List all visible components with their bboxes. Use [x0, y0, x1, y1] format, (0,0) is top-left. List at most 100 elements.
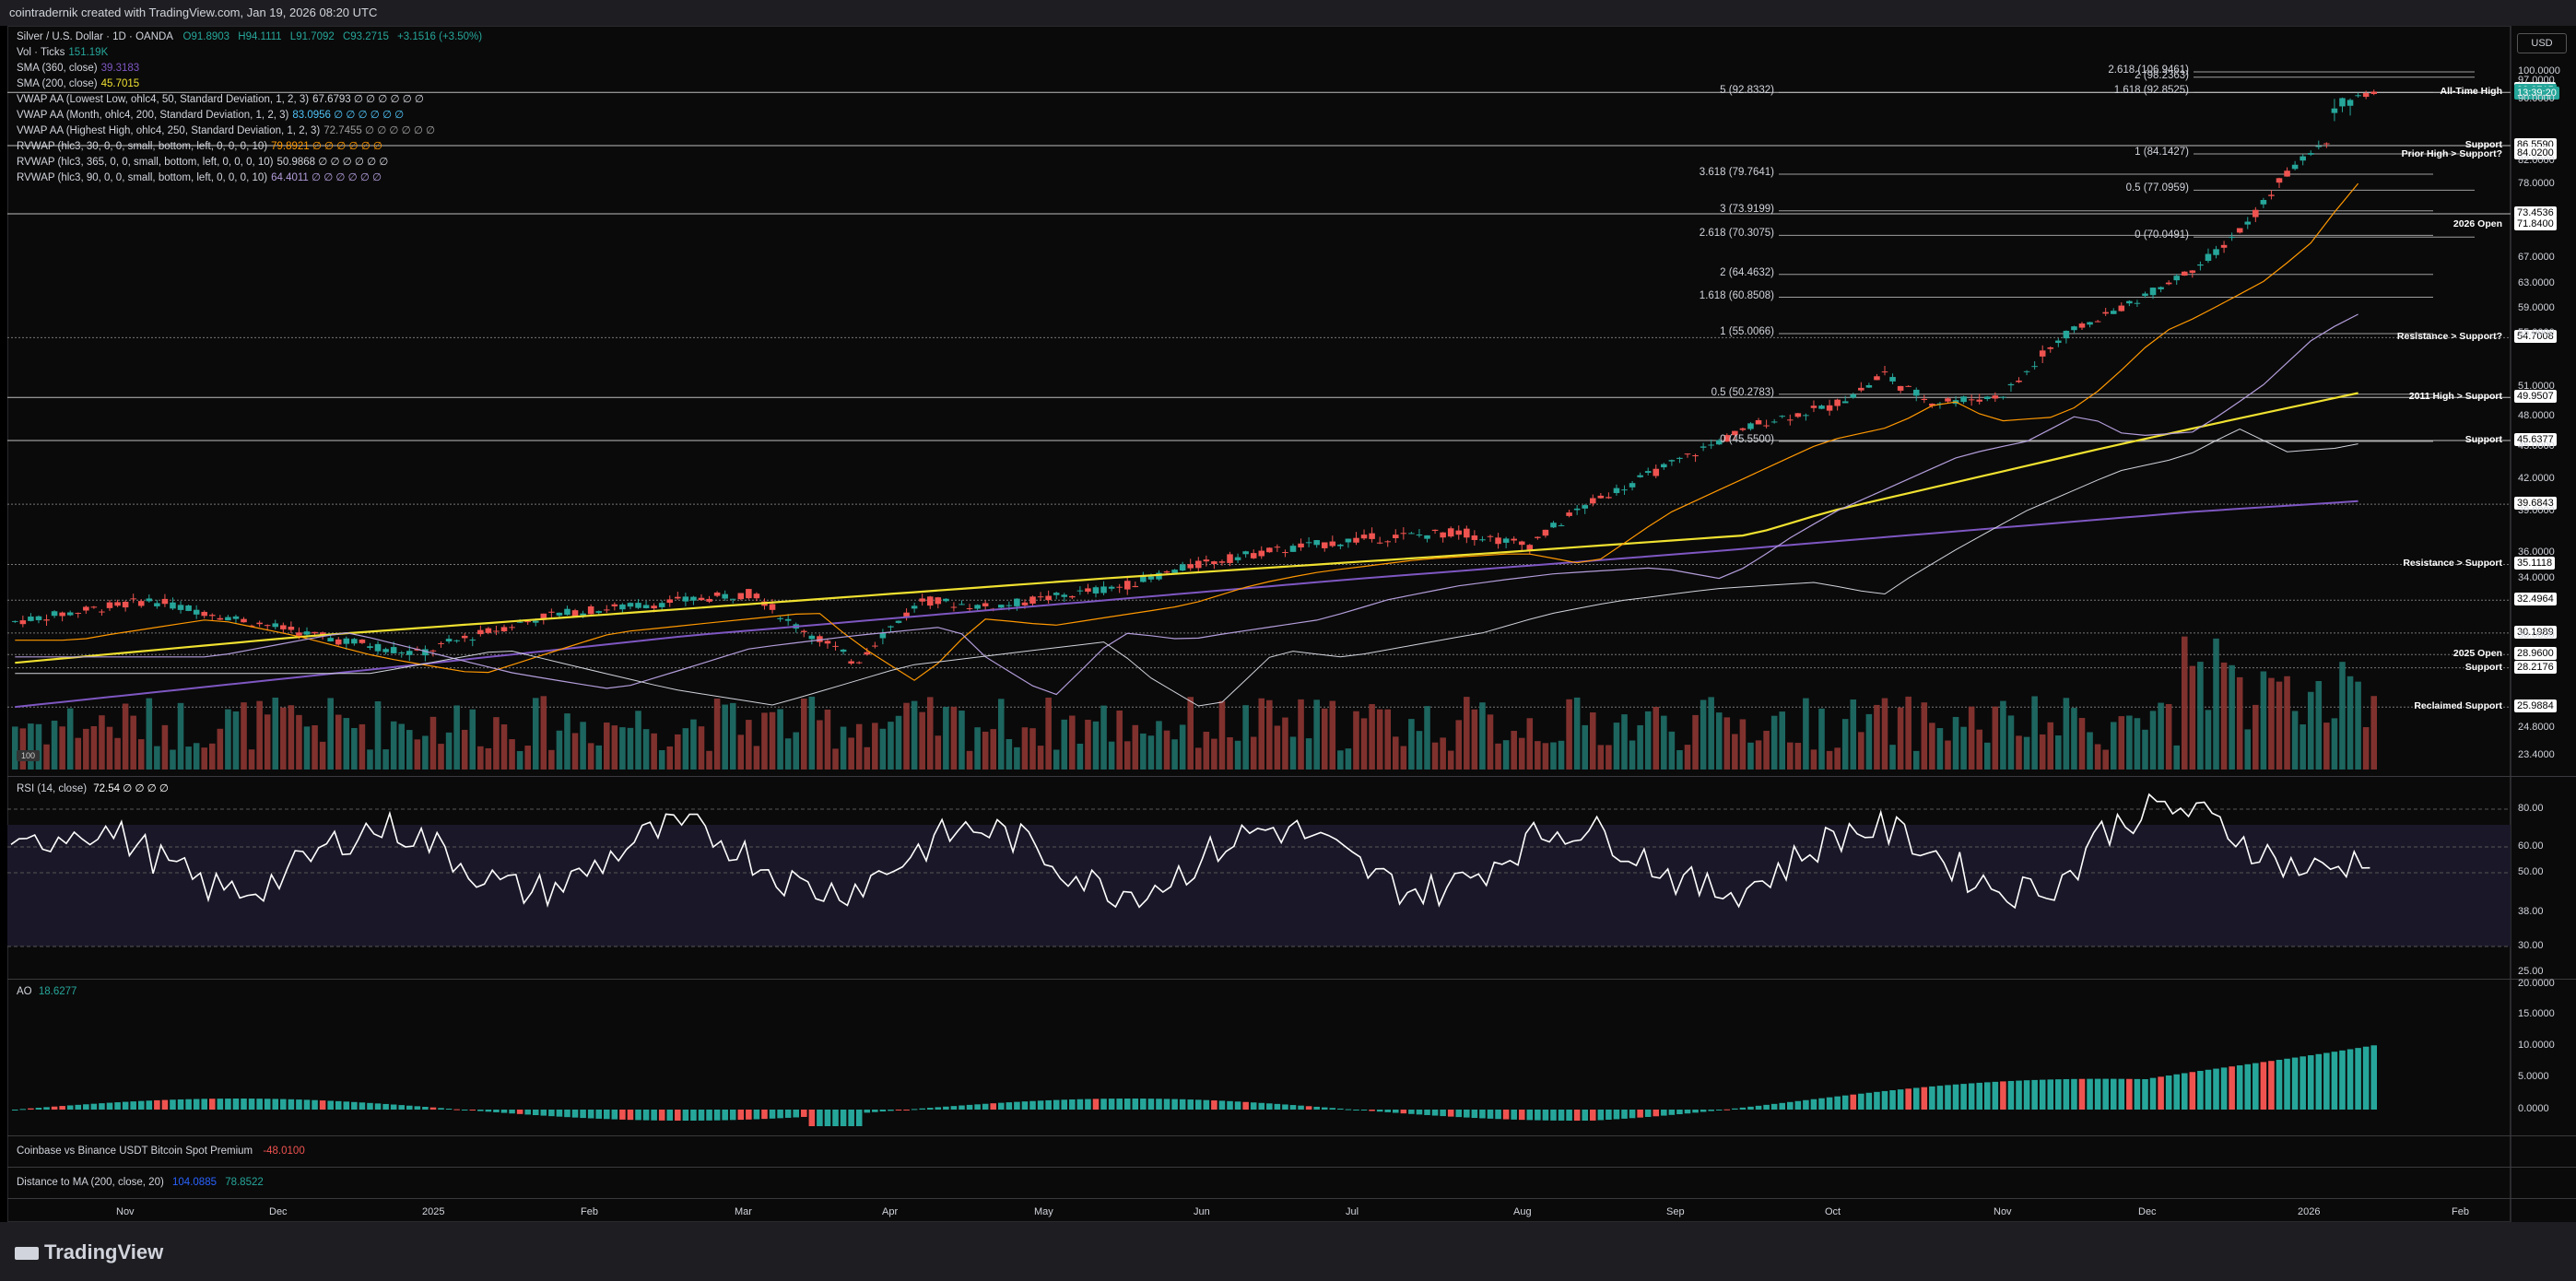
indicator-label[interactable]: VWAP AA (Highest High, ohlc4, 250, Stand…: [17, 125, 321, 136]
low-value: L91.7092: [289, 31, 335, 42]
indicator-row[interactable]: RVWAP (hlc3, 30, 0, 0, small, bottom, le…: [17, 139, 382, 155]
time-label: Feb: [2452, 1206, 2469, 1217]
price-tick: 45.0000: [2518, 441, 2555, 452]
time-label: 2025: [422, 1206, 445, 1217]
time-label: Sep: [1666, 1206, 1685, 1217]
premium-separator: [7, 1135, 2576, 1136]
price-tick: 48.0000: [2518, 410, 2555, 421]
price-label: 30.1989: [2514, 625, 2557, 639]
time-label: 2026: [2298, 1206, 2321, 1217]
price-label: 45.6377: [2514, 432, 2557, 446]
indicator-label[interactable]: VWAP AA (Month, ohlc4, 200, Standard Dev…: [17, 110, 289, 121]
annotation-label: 2025 Open: [2452, 648, 2502, 660]
fib-label: 2.618 (106.9461): [2108, 65, 2189, 76]
annotation-label: Resistance > Support?: [2396, 331, 2502, 343]
indicator-row[interactable]: RVWAP (hlc3, 90, 0, 0, small, bottom, le…: [17, 170, 382, 186]
rsi-tick: 80.00: [2518, 803, 2544, 814]
price-tick: 67.0000: [2518, 252, 2555, 263]
indicator-row[interactable]: SMA (200, close) 45.7015: [17, 76, 139, 92]
indicator-row[interactable]: VWAP AA (Lowest Low, ohlc4, 50, Standard…: [17, 92, 424, 108]
price-label: 49.9507: [2514, 390, 2557, 404]
fib-label: 1.618 (60.8508): [1699, 289, 1774, 301]
indicator-row[interactable]: VWAP AA (Month, ohlc4, 200, Standard Dev…: [17, 108, 404, 123]
annotation-label: 2011 High > Support: [2408, 391, 2502, 403]
ao-label[interactable]: AO: [17, 986, 32, 997]
price-label: 13:39:20: [2514, 86, 2559, 100]
indicator-value: 151.19K: [68, 47, 109, 58]
fib-label: 3.618 (79.7641): [1699, 166, 1774, 178]
fib-label: 1 (55.0066): [1720, 325, 1774, 337]
indicator-value: 45.7015: [100, 78, 140, 89]
symbol-legend[interactable]: Silver / U.S. Dollar · 1D · OANDA O91.89…: [17, 29, 482, 45]
brand-name: TradingView: [44, 1240, 164, 1263]
price-label: 35.1118: [2514, 557, 2556, 570]
rsi-tick: 30.00: [2518, 940, 2544, 951]
indicator-row[interactable]: RVWAP (hlc3, 365, 0, 0, small, bottom, l…: [17, 155, 388, 170]
ao-tick: 5.0000: [2518, 1071, 2549, 1082]
distance-separator: [7, 1167, 2576, 1168]
chart-area[interactable]: [7, 26, 2511, 1222]
time-label: Nov: [116, 1206, 135, 1217]
distance-value-2: 78.8522: [225, 1177, 264, 1188]
price-tick: 59.0000: [2518, 302, 2555, 313]
price-label: 25.9884: [2514, 699, 2557, 713]
price-tick: 78.0000: [2518, 178, 2555, 189]
fib-label: 0.5 (50.2783): [1711, 386, 1774, 398]
price-tick: 82.0000: [2518, 155, 2555, 166]
indicator-row[interactable]: VWAP AA (Highest High, ohlc4, 250, Stand…: [17, 123, 435, 139]
ao-tick: 0.0000: [2518, 1103, 2549, 1114]
rsi-legend[interactable]: RSI (14, close) 72.54 ∅ ∅ ∅ ∅: [17, 782, 169, 797]
annotation-label: All-Time High: [2440, 86, 2502, 98]
ao-value: 18.6277: [38, 986, 77, 997]
premium-label[interactable]: Coinbase vs Binance USDT Bitcoin Spot Pr…: [17, 1146, 253, 1157]
time-label: Dec: [269, 1206, 288, 1217]
price-label: 54.7008: [2514, 330, 2557, 344]
time-label: Dec: [2138, 1206, 2157, 1217]
premium-legend[interactable]: Coinbase vs Binance USDT Bitcoin Spot Pr…: [17, 1144, 305, 1159]
indicator-label[interactable]: VWAP AA (Lowest Low, ohlc4, 50, Standard…: [17, 94, 310, 105]
indicator-value: 72.7455 ∅ ∅ ∅ ∅ ∅ ∅: [323, 125, 436, 136]
indicator-label[interactable]: RVWAP (hlc3, 90, 0, 0, small, bottom, le…: [17, 172, 268, 183]
annotation-label: Resistance > Support: [2403, 558, 2502, 570]
fib-label: 5 (92.8332): [1720, 85, 1774, 97]
price-tick: 23.4000: [2518, 749, 2555, 760]
time-label: Mar: [735, 1206, 752, 1217]
annotation-label: Support: [2464, 661, 2502, 673]
price-label: 28.9600: [2514, 647, 2557, 661]
annotation-label: Prior High > Support?: [2401, 147, 2502, 159]
time-label: Feb: [581, 1206, 598, 1217]
ao-tick: 10.0000: [2518, 1040, 2555, 1051]
annotation-label: Support: [2464, 139, 2502, 151]
indicator-value: 83.0956 ∅ ∅ ∅ ∅ ∅ ∅: [292, 110, 405, 121]
tradingview-logo[interactable]: TradingView: [15, 1240, 163, 1264]
ao-legend[interactable]: AO 18.6277: [17, 984, 76, 1000]
symbol-name[interactable]: Silver / U.S. Dollar · 1D · OANDA: [17, 31, 173, 42]
rsi-tick: 60.00: [2518, 840, 2544, 852]
high-value: H94.1111: [238, 31, 282, 42]
indicator-label[interactable]: SMA (360, close): [17, 63, 98, 74]
annotation-label: Reclaimed Support: [2414, 700, 2502, 712]
time-label: May: [1034, 1206, 1053, 1217]
time-label: Oct: [1825, 1206, 1841, 1217]
price-tick: 51.0000: [2518, 381, 2555, 392]
volume-badge[interactable]: 100: [17, 750, 41, 761]
tv-logo-icon: [15, 1247, 39, 1261]
price-tick: 30.0000: [2518, 629, 2555, 640]
price-tick: 100.0000: [2518, 65, 2560, 76]
annotation-label: 2026 Open: [2452, 217, 2502, 229]
header-title: cointradernik created with TradingView.c…: [0, 0, 2576, 26]
indicator-label[interactable]: Vol · Ticks: [17, 47, 65, 58]
rsi-separator: [7, 776, 2576, 777]
indicator-row[interactable]: Vol · Ticks 151.19K: [17, 45, 108, 61]
currency-label[interactable]: USD: [2517, 33, 2567, 53]
distance-label[interactable]: Distance to MA (200, close, 20): [17, 1177, 164, 1188]
fib-label: 2 (98.2363): [2135, 69, 2189, 81]
rsi-tick: 25.00: [2518, 966, 2544, 977]
time-label: Apr: [882, 1206, 899, 1217]
distance-legend[interactable]: Distance to MA (200, close, 20) 104.0885…: [17, 1175, 264, 1191]
indicator-label[interactable]: RVWAP (hlc3, 30, 0, 0, small, bottom, le…: [17, 141, 268, 152]
indicator-label[interactable]: SMA (200, close): [17, 78, 98, 89]
rsi-label[interactable]: RSI (14, close): [17, 783, 88, 794]
indicator-label[interactable]: RVWAP (hlc3, 365, 0, 0, small, bottom, l…: [17, 157, 274, 168]
indicator-row[interactable]: SMA (360, close) 39.3183: [17, 61, 139, 76]
